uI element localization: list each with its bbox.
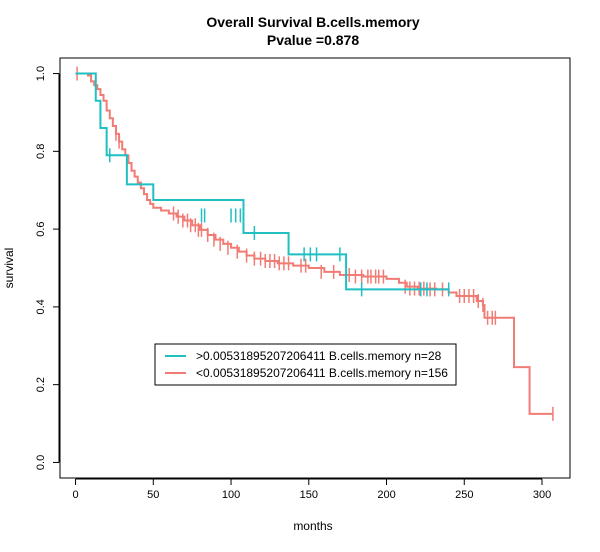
legend: >0.00531895207206411 B.cells.memory n=28… bbox=[154, 343, 457, 386]
chart-title: Overall Survival B.cells.memory bbox=[206, 14, 419, 30]
y-tick-label: 0.6 bbox=[35, 221, 47, 236]
chart-subtitle: Pvalue =0.878 bbox=[267, 32, 359, 48]
x-tick-label: 200 bbox=[377, 489, 395, 501]
legend-label-high: >0.00531895207206411 B.cells.memory n=28 bbox=[196, 349, 442, 363]
x-axis-label: months bbox=[293, 519, 332, 533]
legend-label-low: <0.00531895207206411 B.cells.memory n=15… bbox=[196, 366, 448, 380]
survival-curve-1 bbox=[75, 72, 553, 415]
legend-box bbox=[154, 343, 457, 386]
survival-curve-0 bbox=[75, 72, 449, 291]
axes: 0 50 100 150 200 250 300 0.0 0.2 0.4 0.6 0.8 1.0 bbox=[35, 66, 551, 501]
series-layer bbox=[75, 66, 554, 421]
y-tick-label: 0.0 bbox=[35, 455, 47, 470]
y-tick-label: 0.2 bbox=[35, 377, 47, 392]
x-tick-label: 150 bbox=[300, 489, 318, 501]
x-tick-label: 100 bbox=[222, 489, 240, 501]
x-tick-label: 0 bbox=[72, 489, 78, 501]
plot-frame bbox=[59, 57, 571, 479]
x-tick-label: 50 bbox=[147, 489, 159, 501]
y-tick-label: 1.0 bbox=[35, 66, 47, 81]
y-tick-label: 0.8 bbox=[35, 144, 47, 159]
y-tick-label: 0.4 bbox=[35, 299, 47, 314]
y-axis-label: survival bbox=[2, 248, 16, 289]
x-tick-label: 250 bbox=[455, 489, 473, 501]
x-tick-label: 300 bbox=[533, 489, 551, 501]
